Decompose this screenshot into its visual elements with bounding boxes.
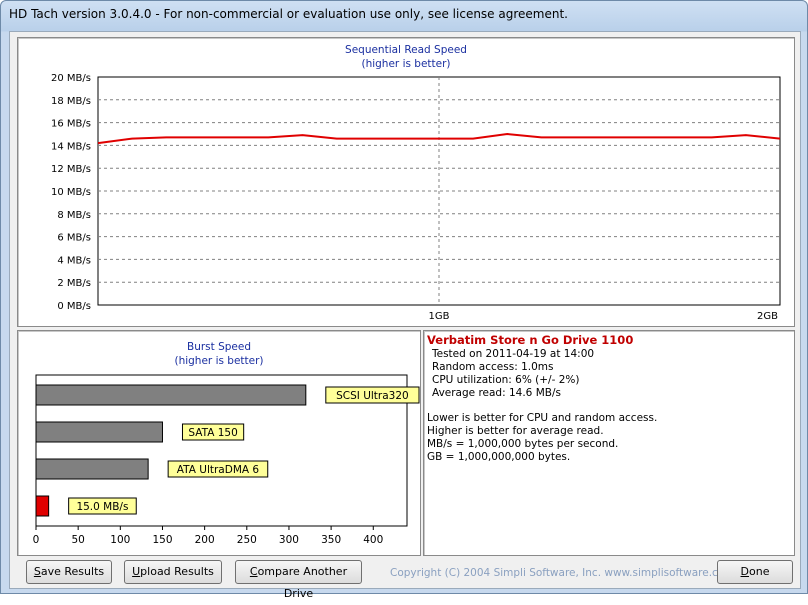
save-accel: S — [33, 565, 41, 578]
note-higher-better: Higher is better for average read. — [427, 425, 604, 437]
y-tick-label: 8 MB/s — [57, 210, 91, 221]
y-tick-label: 0 MB/s — [57, 301, 91, 312]
x-tick-label: 100 — [110, 534, 130, 546]
window-title: HD Tach version 3.0.4.0 - For non-commer… — [9, 7, 568, 21]
copyright-text: Copyright (C) 2004 Simpli Software, Inc.… — [390, 567, 735, 579]
note-mbs-definition: MB/s = 1,000,000 bytes per second. — [427, 438, 619, 450]
x-tick-label: 1GB — [429, 311, 450, 322]
sequential-read-chart: 20 MB/s 18 MB/s 16 MB/s 14 MB/s 12 MB/s 10 MB… — [51, 73, 781, 322]
burst-bar — [35, 384, 307, 406]
y-tick-label: 12 MB/s — [51, 164, 91, 175]
y-tick-label: 14 MB/s — [51, 141, 91, 152]
average-read-text: Average read: 14.6 MB/s — [432, 387, 561, 399]
upload-results-button[interactable]: Upload Results — [124, 560, 222, 584]
burst-bar-label-box — [325, 386, 420, 404]
x-tick-label: 2GB — [757, 311, 778, 322]
x-tick-label: 300 — [279, 534, 299, 546]
drive-name: Verbatim Store n Go Drive 1100 — [427, 333, 634, 347]
x-tick-label: 250 — [237, 534, 257, 546]
burst-bar-label-box — [181, 423, 245, 441]
burst-bar-label: 15.0 MB/s — [76, 501, 128, 513]
sequential-read-panel: Sequential Read Speed (higher is better)… — [17, 37, 795, 327]
burst-speed-chart: SCSI Ultra320 SATA 150 ATA UltraDMA 6 15.0 … — [33, 374, 420, 546]
save-label: ave Results — [40, 565, 105, 578]
tested-on-text: Tested on 2011-04-19 at 14:00 — [432, 348, 595, 360]
burst-bar-label-box — [167, 460, 269, 478]
y-tick-label: 20 MB/s — [51, 73, 91, 84]
x-tick-label: 50 — [71, 534, 84, 546]
done-label: one — [749, 565, 770, 578]
x-tick-label: 0 — [33, 534, 40, 546]
done-button[interactable]: Done — [717, 560, 793, 584]
note-gb-definition: GB = 1,000,000,000 bytes. — [427, 451, 571, 463]
y-tick-label: 10 MB/s — [51, 187, 91, 198]
x-tick-label: 350 — [321, 534, 341, 546]
save-results-button[interactable]: Save Results — [26, 560, 112, 584]
compare-label: ompare Another Drive — [257, 565, 348, 600]
read-speed-line — [97, 132, 781, 145]
burst-chart-title: Burst Speed — [186, 341, 251, 353]
x-tick-label: 150 — [152, 534, 172, 546]
burst-bar-label: SCSI Ultra320 — [336, 390, 409, 402]
burst-bar — [35, 421, 163, 443]
x-tick-label: 200 — [195, 534, 215, 546]
compare-accel: C — [249, 565, 258, 578]
x-tick-label: 400 — [363, 534, 383, 546]
compare-another-drive-button[interactable]: Compare Another Drive — [235, 560, 362, 600]
burst-bar-label-box — [68, 497, 137, 515]
burst-bar — [35, 495, 50, 517]
y-tick-label: 4 MB/s — [57, 255, 91, 266]
client-area: Sequential Read Speed (higher is better)… — [9, 31, 801, 600]
done-accel: D — [740, 565, 749, 578]
y-tick-label: 2 MB/s — [57, 278, 91, 289]
y-tick-label: 6 MB/s — [57, 233, 91, 244]
note-lower-better: Lower is better for CPU and random acces… — [427, 412, 658, 424]
y-tick-label: 18 MB/s — [51, 96, 91, 107]
random-access-text: Random access: 1.0ms — [432, 361, 554, 373]
upload-label: pload Results — [140, 565, 214, 578]
y-tick-label: 16 MB/s — [51, 119, 91, 130]
cpu-utilization-text: CPU utilization: 6% (+/- 2%) — [432, 374, 580, 386]
upload-accel: U — [132, 565, 141, 578]
sequential-chart-title: Sequential Read Speed — [345, 44, 467, 56]
burst-bar — [35, 458, 149, 480]
burst-bar-label: ATA UltraDMA 6 — [177, 464, 260, 476]
title-bar[interactable]: HD Tach version 3.0.4.0 - For non-commer… — [1, 1, 807, 31]
burst-speed-panel: Burst Speed (higher is better) SCSI Ultr… — [17, 330, 421, 556]
sequential-chart-subtitle: (higher is better) — [361, 58, 451, 70]
burst-chart-subtitle: (higher is better) — [174, 355, 264, 367]
burst-bar-label: SATA 150 — [188, 427, 237, 439]
drive-info-panel: Verbatim Store n Go Drive 1100 Tested on… — [423, 330, 795, 556]
